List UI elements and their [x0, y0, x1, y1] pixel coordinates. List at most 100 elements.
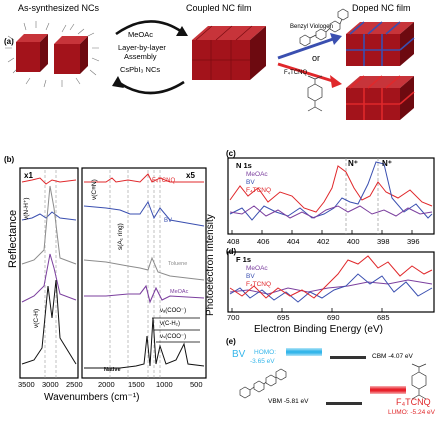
nc-cube-right [54, 36, 88, 74]
b-tick-2000: 2000 [98, 380, 115, 389]
f4tcnq-label-a: F₄TCNQ [284, 70, 308, 76]
or-label: or [312, 53, 321, 63]
c-legend-bv: BV [246, 179, 255, 186]
e-vbm-bar [326, 402, 362, 405]
b-ylabel: Reflectance [7, 209, 19, 268]
cspbi3-label: CsPbI₃ NCs [120, 65, 161, 74]
d-legend-f4tcnq: F₄TCNQ [246, 281, 272, 288]
b-scale-x1: x1 [24, 171, 33, 180]
trace-f4tcnq-left [21, 177, 77, 185]
b-label-toluene: Toluene [168, 261, 188, 267]
trace-meoac-left [21, 253, 77, 303]
ftir-box-left [19, 167, 79, 379]
assembly-arrows [112, 20, 188, 95]
b-tick-2500: 2500 [66, 380, 83, 389]
doped-film-bv [346, 21, 415, 66]
b-ann-ring: s(A₁ ring) [117, 223, 124, 250]
c-tick-408: 408 [227, 237, 240, 246]
e-cbm-label: CBM -4.07 eV [372, 353, 413, 360]
c-legend-f4tcnq: F₄TCNQ [246, 187, 272, 194]
c-element: N 1s [236, 161, 252, 170]
e-f4tcnq-label: F₄TCNQ [396, 397, 431, 407]
b-ann-ch2: ν(C-H₂) [160, 321, 180, 327]
e-vbm-label: VBM -5.81 eV [268, 398, 309, 405]
trace-toluene-left [21, 185, 77, 265]
c-trace-f4tcnq [229, 165, 433, 213]
c-tick-396: 396 [407, 237, 420, 246]
d-legend-meoac: MeOAc [246, 265, 268, 272]
e-homo-line2: -3.65 eV [250, 358, 275, 365]
e-bv-label: BV [232, 349, 246, 360]
c-legend-meoac: MeOAc [246, 171, 268, 178]
ftir-box-right [81, 167, 207, 379]
cd-ylabel: Photoelectron Intensity [205, 214, 216, 316]
xps-n1s-plot [227, 157, 435, 235]
b-label-meoac: MeOAc [170, 289, 189, 295]
e-homo-line1: HOMO: [254, 349, 277, 356]
trace-native-right [84, 317, 205, 369]
d-tick-700: 700 [227, 313, 240, 322]
b-ann-coo1: νₐ(COO⁻) [160, 308, 187, 314]
d-element: F 1s [236, 255, 252, 264]
b-ann-ch: ν(C-H) [33, 308, 40, 328]
d-tick-685: 685 [377, 313, 390, 322]
doping-arrows [277, 33, 342, 88]
c-peak-2: N⁺ [382, 159, 392, 168]
c-tick-400: 400 [347, 237, 360, 246]
coupled-film-block [192, 25, 266, 80]
d-tick-695: 695 [277, 313, 290, 322]
d-legend-bv: BV [246, 273, 255, 280]
meoac-label: MeOAc [128, 30, 154, 39]
c-tick-406: 406 [257, 237, 270, 246]
assembly-label-1: Layer-by-layer [118, 43, 166, 52]
ftir-plot [19, 167, 207, 379]
xps-f1s-plot [227, 251, 435, 313]
nc-cube-left [16, 34, 48, 72]
trace-native-left [21, 279, 77, 365]
panel-e-label: (e) [226, 337, 236, 346]
trace-bv-left [21, 211, 77, 221]
cd-xlabel: Electron Binding Energy (eV) [254, 324, 383, 335]
benzyl-viologen-label: Benzyl Viologen [290, 24, 333, 30]
b-ann-coo2: νₛ(COO⁻) [160, 334, 187, 340]
panel-a-label: (a) [4, 37, 14, 46]
b-ann-cn: ν(C≡N) [91, 179, 98, 200]
e-cbm-bar [330, 356, 366, 359]
b-label-f4tcnq: F₄TCNQ [152, 178, 176, 184]
nanocrystal-illustration [5, 21, 100, 88]
panel-c-label: (c) [226, 149, 236, 158]
b-tick-1000: 1000 [156, 380, 173, 389]
benzyl-viologen-structure [299, 8, 349, 47]
assembly-label-2: Assembly [124, 52, 157, 61]
panel-b-label: (b) [4, 155, 15, 164]
d-trace-f4tcnq [229, 255, 433, 299]
b-ann-nh: ν(N-H⁺) [23, 197, 30, 220]
title-doped-film: Doped NC film [352, 3, 411, 13]
b-tick-3500: 3500 [18, 380, 35, 389]
b-tick-500: 500 [190, 380, 203, 389]
trace-meoac-right [84, 284, 205, 304]
f4tcnq-structure [307, 75, 323, 112]
trace-f4tcnq-right [84, 173, 204, 183]
c-tick-404: 404 [287, 237, 300, 246]
doped-film-f4tcnq [346, 75, 415, 120]
trace-bv-right [83, 200, 205, 227]
b-tick-3000: 3000 [42, 380, 59, 389]
title-as-synthesized: As-synthesized NCs [18, 3, 100, 13]
e-f4tcnq-structure [411, 363, 427, 400]
e-lumo-bar [370, 386, 406, 394]
c-trace-meoac [229, 205, 433, 219]
e-bv-structure [239, 368, 287, 399]
b-label-native: Native [104, 367, 121, 373]
e-homo-bar [286, 348, 322, 356]
e-lumo-label: LUMO: -5.24 eV [388, 409, 435, 416]
c-peak-1: N⁺ [348, 159, 358, 168]
trace-toluene-right [83, 256, 205, 281]
b-scale-x5: x5 [186, 171, 195, 180]
c-tick-398: 398 [377, 237, 390, 246]
c-trace-bv [229, 161, 433, 221]
title-coupled-film: Coupled NC film [186, 3, 252, 13]
b-tick-1500: 1500 [128, 380, 145, 389]
d-tick-690: 690 [327, 313, 340, 322]
b-label-bv: BV [164, 218, 173, 224]
